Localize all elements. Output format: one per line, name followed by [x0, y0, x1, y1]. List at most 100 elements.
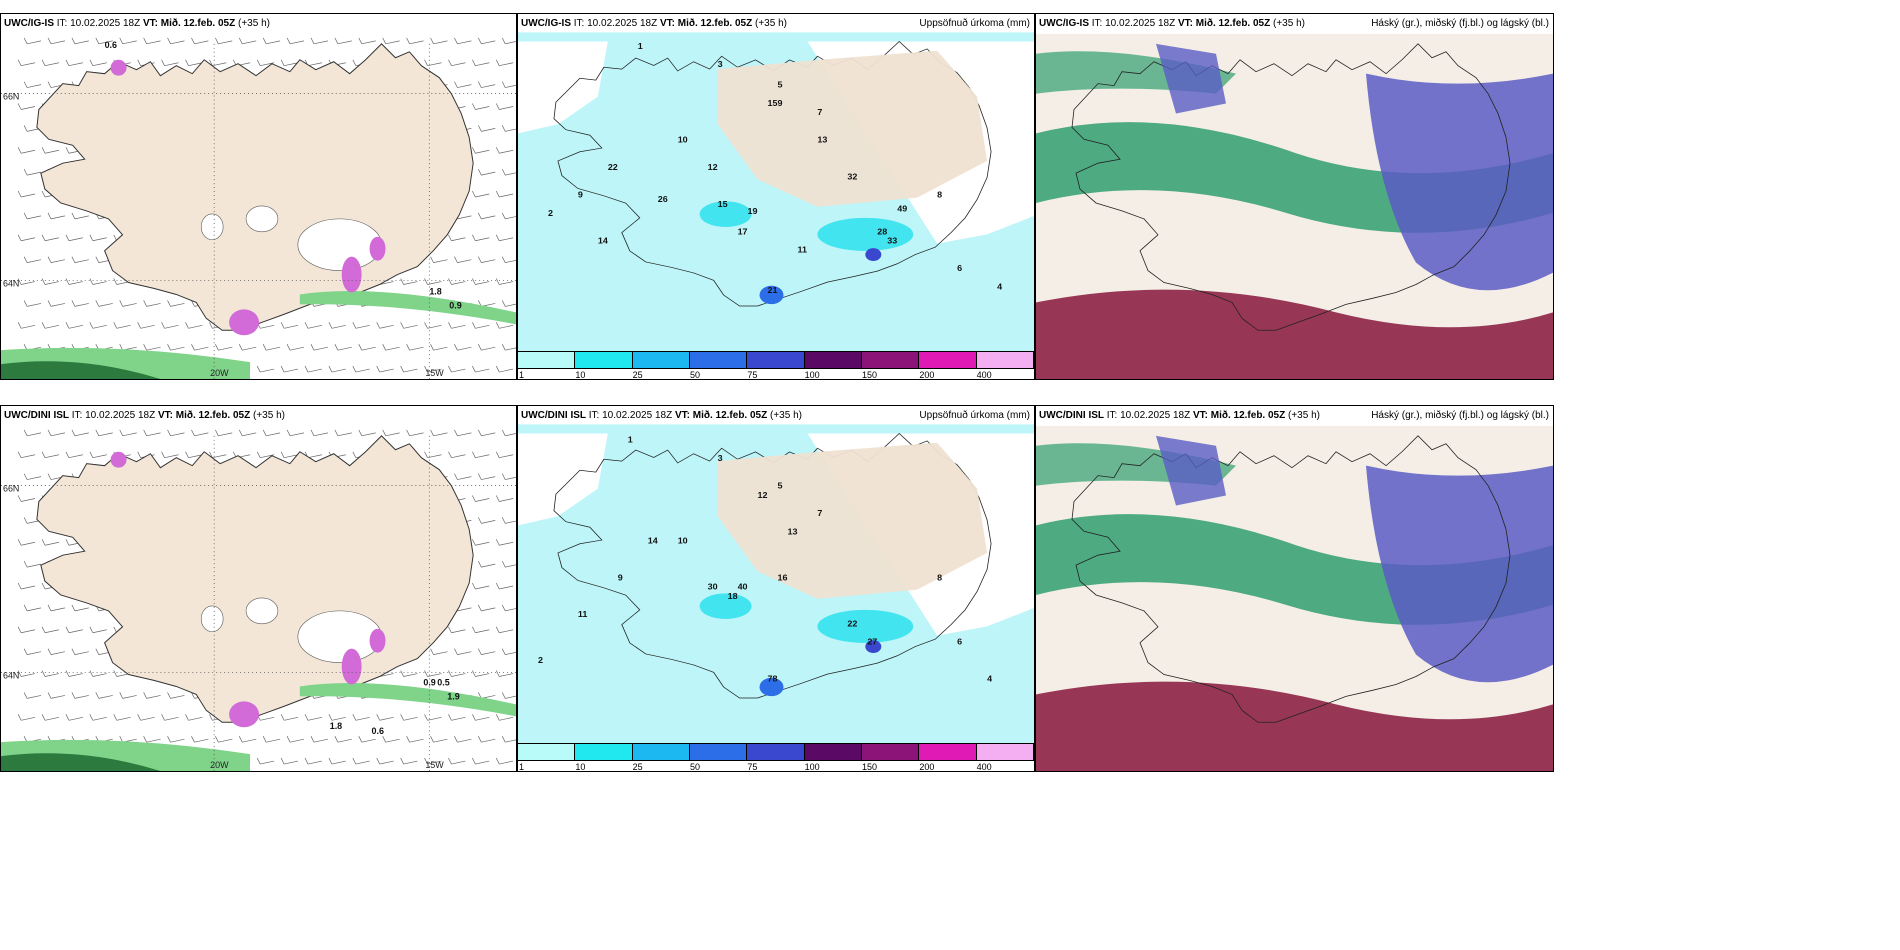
wind-barb: [71, 648, 89, 655]
mid-cloud-east: [1366, 73, 1553, 291]
precip-core-south: [759, 677, 784, 697]
lead-time: (+35 h): [1273, 18, 1305, 29]
wind-barb: [501, 736, 516, 743]
wind-barb: [41, 539, 60, 546]
iceland-landmass: [36, 43, 474, 331]
valid-time-label: VT:: [659, 18, 675, 29]
glacier-hofsjokull: [200, 213, 224, 241]
wind-barb: [95, 429, 113, 437]
wind-barb: [71, 212, 89, 220]
wind-barb: [161, 322, 179, 329]
wind-barb: [382, 344, 400, 351]
wind-barb: [334, 344, 352, 351]
wind-barb: [113, 714, 131, 721]
wind-barb: [23, 212, 42, 220]
wind-barb: [280, 714, 299, 721]
wind-barb: [495, 322, 514, 329]
wind-barb: [143, 692, 161, 699]
wind-barb: [238, 344, 257, 351]
wind-barb: [65, 59, 83, 67]
wind-barb: [501, 648, 516, 655]
wind-barb: [495, 495, 514, 502]
wind-barb: [215, 429, 233, 437]
panel-header: UWC/IG-IS IT: 10.02.2025 18Z VT: Mið. 12…: [1, 14, 516, 34]
wind-barb: [448, 278, 466, 285]
gust-core-oraefi: [341, 648, 362, 685]
init-time: IT: 10.02.2025 18Z: [588, 410, 673, 421]
wind-barb: [472, 539, 490, 546]
wind-barb: [495, 190, 514, 198]
valid-time: Mið. 12.feb. 05Z: [1195, 18, 1271, 29]
wind-barb: [501, 300, 516, 307]
wind-barb: [71, 429, 89, 437]
glacier-langjokull: [245, 205, 279, 233]
precip-value-label: 17: [738, 227, 748, 237]
wind-barb: [41, 234, 60, 242]
wind-barb: [47, 604, 66, 612]
colorbar-swatch: [518, 744, 576, 760]
gust-core-myrdal: [229, 701, 259, 728]
wind-barb: [358, 736, 376, 743]
colorbar-swatch: [518, 352, 576, 368]
wind-barb: [17, 278, 36, 285]
iceland-coastline: [553, 433, 992, 699]
precip-value-label: 2: [548, 208, 553, 218]
wind-barb: [119, 692, 137, 699]
colorbar-tick-label: 400: [976, 370, 992, 380]
wind-barb: [501, 256, 516, 263]
wind-barb: [424, 670, 442, 677]
wind-value-label: 0.9: [423, 677, 435, 687]
colorbar-swatch: [575, 352, 633, 368]
wind-barb: [47, 692, 66, 699]
panel-header: UWC/IG-IS IT: 10.02.2025 18Z VT: Mið. 12…: [518, 14, 1034, 34]
colorbar-tick-label: 50: [690, 762, 701, 772]
precip-value-label: 26: [658, 195, 668, 205]
wind-barb: [143, 736, 161, 743]
wind-barb: [161, 59, 179, 67]
wind-barb: [352, 365, 370, 373]
model-name: UWC/IG-IS: [1039, 18, 1089, 29]
wind-barb: [382, 429, 400, 437]
wind-barb: [41, 714, 60, 721]
wind-barb: [17, 495, 36, 502]
map-canvas: [1036, 425, 1553, 771]
map-canvas: [1036, 33, 1553, 379]
wind-barb: [424, 322, 442, 329]
wind-barb: [454, 648, 472, 655]
wind-barb: [448, 626, 466, 634]
glacier-hofsjokull: [200, 605, 224, 633]
wind-barb: [119, 300, 137, 307]
wind-barb: [71, 692, 89, 699]
wind-barb: [185, 322, 203, 329]
wind-barb: [17, 670, 36, 677]
wind-barb: [17, 451, 36, 459]
dry-interior: [717, 50, 988, 207]
gust-core-nw: [110, 59, 127, 76]
precip-value-label: 15: [718, 199, 728, 209]
wind-barb: [424, 714, 442, 721]
gust-core-myrdal: [229, 309, 259, 336]
wind-barb: [304, 322, 323, 329]
map-layer: 20W 15W 66N 64N 0.6 0.9 1.8: [1, 37, 516, 379]
wind-barb: [41, 147, 60, 154]
colorbar-ticks: 1 10 25 50 75 100 150 200 400: [518, 761, 1034, 772]
wind-barb: [17, 59, 36, 67]
gust-core-east: [369, 628, 386, 653]
colorbar-tick-label: 10: [575, 370, 586, 380]
wind-barb: [215, 344, 233, 351]
wind-barb: [454, 344, 472, 351]
gust-core-nw: [110, 451, 127, 468]
colorbar-tick-label: 400: [976, 762, 992, 772]
precip-value-label: 16: [777, 573, 787, 583]
wind-barb: [41, 626, 60, 634]
wind-barb: [424, 59, 442, 67]
model-name: UWC/IG-IS: [4, 18, 54, 29]
valid-time: Mið. 12.feb. 05Z: [692, 410, 768, 421]
panel-header: UWC/IG-IS IT: 10.02.2025 18Z VT: Mið. 12…: [1036, 14, 1553, 34]
axis-label-lat_66n: 66N: [3, 92, 19, 102]
map-canvas: 20W 15W 66N 64N 0.9 0.5 1.9 1.8 0.6: [1, 429, 516, 771]
wind-barb: [501, 517, 516, 524]
precip-value-label: 6: [957, 637, 962, 647]
wind-barb: [430, 344, 448, 351]
